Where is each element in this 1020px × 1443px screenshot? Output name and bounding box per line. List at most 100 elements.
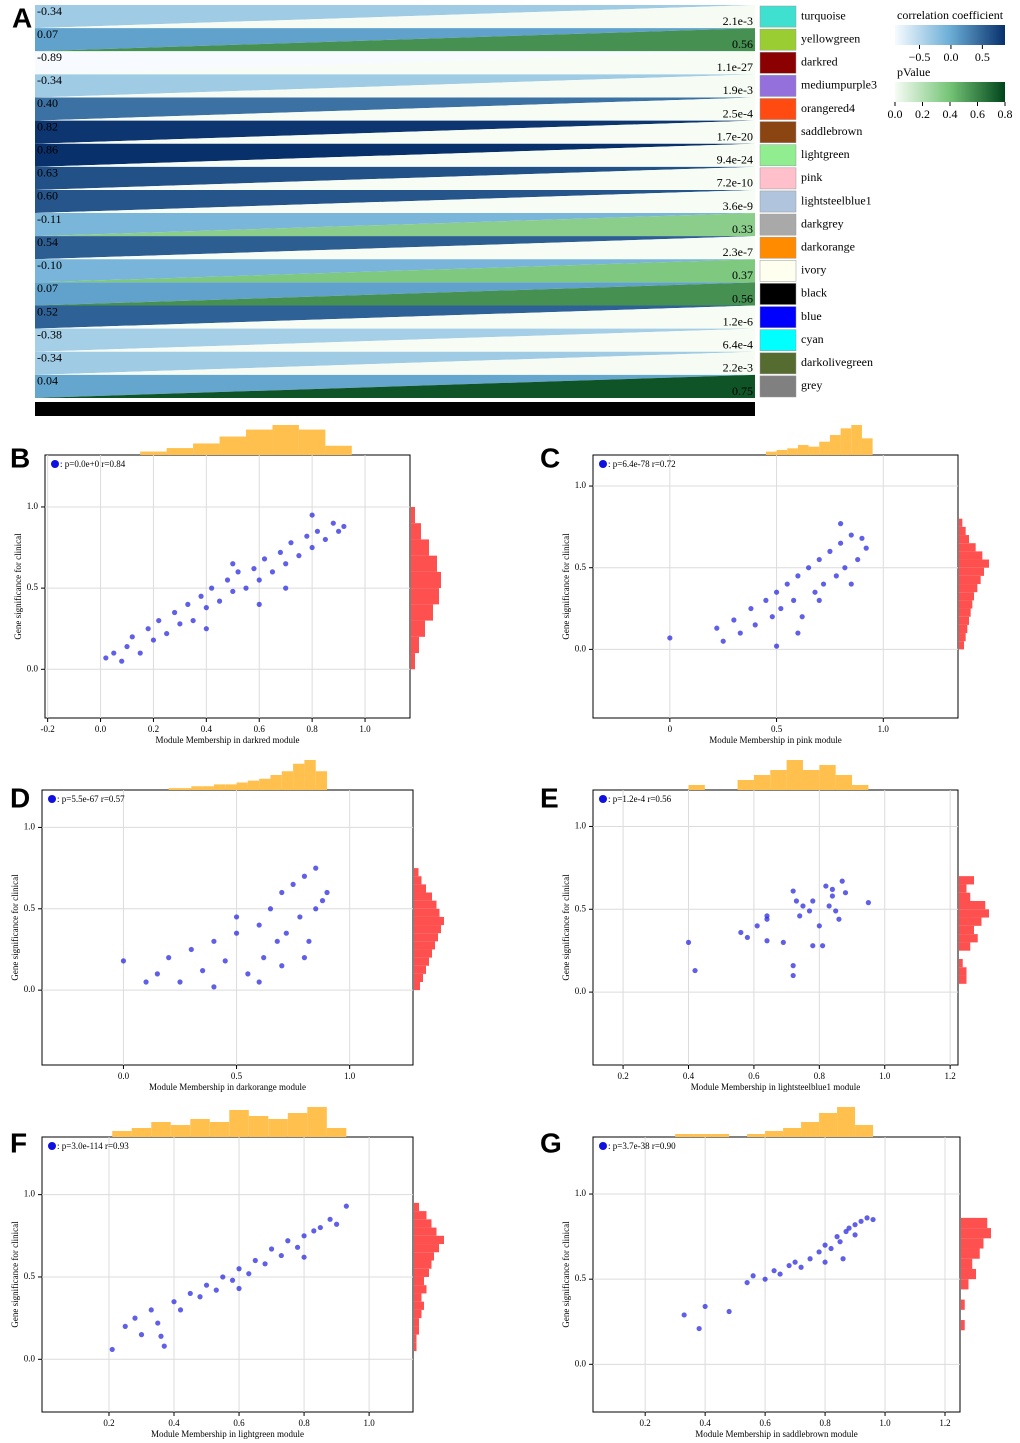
- black-bar: [35, 402, 755, 416]
- legend-tick-label: 0.8: [998, 107, 1013, 121]
- pvalue-wedge: [35, 97, 755, 121]
- right-histogram-bar: [414, 1293, 422, 1302]
- point: [155, 1320, 161, 1326]
- right-histogram-bar: [959, 925, 974, 935]
- right-histogram-bar: [959, 884, 967, 893]
- right-histogram-bar: [411, 588, 439, 605]
- point: [143, 979, 149, 985]
- point: [236, 1285, 242, 1292]
- point: [764, 916, 770, 922]
- correlation-label: 0.04: [37, 374, 58, 388]
- plot-frame: [592, 789, 959, 1066]
- legend-tick-label: 0.0: [888, 107, 903, 121]
- module-name: orangered4: [801, 101, 855, 115]
- pvalue-wedge: [35, 236, 755, 260]
- legend-marker: [599, 1142, 607, 1150]
- point: [268, 1246, 275, 1252]
- y-tick-label: 0.5: [575, 1273, 587, 1283]
- module-swatch: [759, 98, 797, 120]
- pvalue-wedge: [35, 305, 755, 329]
- point: [187, 1290, 193, 1297]
- top-histogram-bar: [797, 445, 809, 455]
- correlation-wedge: [35, 51, 755, 75]
- top-histogram-bar: [202, 786, 214, 790]
- module-swatch: [759, 306, 797, 328]
- correlation-label: 0.52: [37, 304, 58, 318]
- top-histogram-bar: [307, 1107, 327, 1137]
- correlation-wedge: [35, 120, 755, 144]
- point: [865, 900, 871, 906]
- point: [314, 528, 321, 534]
- point: [685, 939, 692, 946]
- point: [256, 922, 262, 928]
- point: [198, 593, 204, 599]
- pvalue-wedge: [35, 143, 755, 167]
- pvalue-wedge: [35, 189, 755, 214]
- panel-letter: C: [540, 442, 560, 473]
- point: [261, 955, 267, 961]
- top-histogram-bar: [191, 786, 203, 790]
- point: [283, 930, 289, 936]
- legend-text: : p=3.0e-114 r=0.93: [57, 1141, 129, 1151]
- point: [810, 943, 816, 949]
- x-tick-label: 0.8: [819, 1418, 831, 1428]
- x-tick-label: 0.6: [233, 1418, 245, 1428]
- point: [203, 626, 209, 632]
- module-swatch: [759, 28, 797, 51]
- module-swatch: [759, 352, 797, 375]
- pvalue-wedge: [35, 120, 755, 144]
- x-axis-label: Module Membership in saddlebrown module: [695, 1429, 857, 1439]
- point: [124, 643, 130, 650]
- point: [833, 573, 839, 579]
- right-histogram-bar: [414, 982, 420, 991]
- module-name: grey: [801, 378, 822, 392]
- top-histogram-bar: [298, 429, 326, 455]
- top-histogram-bar: [753, 775, 771, 790]
- correlation-label: -0.10: [37, 258, 62, 272]
- point: [177, 1307, 184, 1313]
- point: [197, 1294, 203, 1300]
- point: [137, 650, 143, 656]
- top-histogram-bar: [190, 1119, 210, 1137]
- point: [327, 1216, 333, 1222]
- plot-frame: [41, 1136, 414, 1413]
- point: [269, 569, 276, 575]
- top-histogram-bar: [112, 1131, 132, 1137]
- top-histogram-bar: [786, 760, 803, 790]
- x-axis-label: Module Membership in pink module: [709, 735, 842, 745]
- point: [843, 1228, 849, 1235]
- y-tick-label: 1.0: [575, 1188, 587, 1198]
- top-histogram-bar: [770, 770, 787, 790]
- top-histogram-bar: [272, 425, 299, 455]
- legend-marker: [599, 795, 607, 803]
- module-name: cyan: [801, 332, 824, 346]
- point: [145, 626, 151, 632]
- right-histogram-bar: [959, 543, 976, 552]
- pvalue-wedge: [35, 51, 755, 75]
- point: [792, 1259, 798, 1265]
- point: [220, 1274, 226, 1280]
- legend-tick-label: 0.5: [975, 50, 990, 64]
- right-histogram-bar: [414, 1301, 424, 1310]
- point: [177, 979, 183, 985]
- pvalue-label: 7.2e-10: [717, 176, 753, 190]
- legend-marker: [599, 460, 607, 468]
- point: [762, 1276, 768, 1282]
- point: [304, 533, 310, 539]
- right-histogram-bar: [414, 1202, 419, 1212]
- point: [290, 881, 296, 887]
- right-histogram-bar: [959, 526, 966, 536]
- top-histogram-bar: [209, 1122, 230, 1137]
- point: [177, 621, 183, 627]
- x-tick-label: 0.4: [168, 1418, 180, 1428]
- right-histogram-bar: [414, 925, 441, 934]
- point: [822, 1242, 828, 1248]
- module-name: ivory: [801, 263, 826, 277]
- point: [848, 532, 854, 538]
- point: [190, 617, 196, 624]
- legend-text: : p=6.4e-78 r=0.72: [608, 459, 676, 469]
- module-name: blue: [801, 309, 822, 323]
- point: [122, 1323, 128, 1329]
- point: [222, 958, 228, 964]
